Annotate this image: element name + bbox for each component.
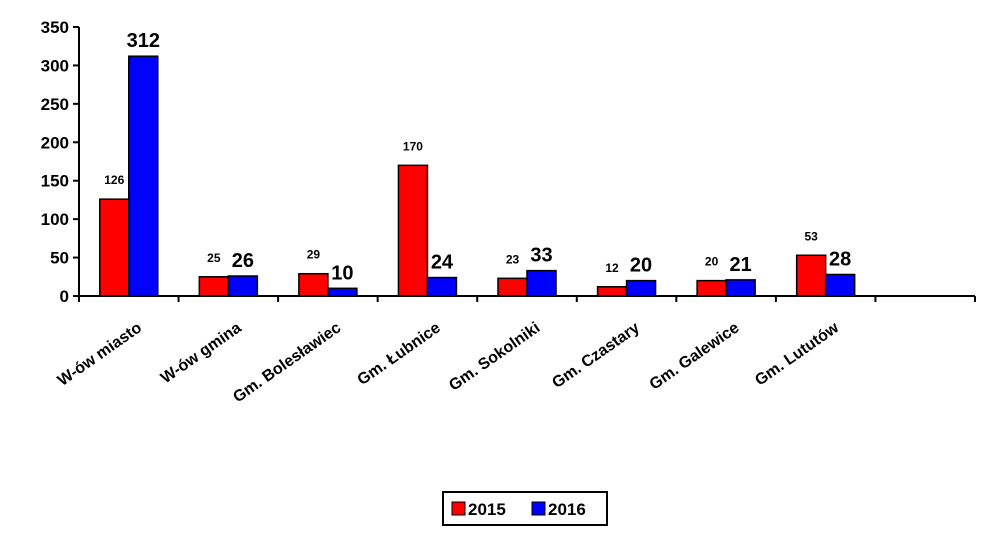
category-label-4: Gm. Sokolniki	[446, 319, 543, 394]
bar-2016-5	[625, 279, 657, 297]
data-label-2016-0: 312	[127, 30, 160, 52]
y-tick-label: 300	[41, 56, 69, 75]
bar-2016-0	[128, 55, 159, 297]
y-tick-label: 250	[41, 95, 69, 114]
category-label-5: Gm. Czastary	[549, 319, 643, 392]
bar-2015-2	[298, 272, 329, 297]
bar-2015-4	[497, 277, 528, 297]
data-label-2016-7: 28	[829, 248, 851, 270]
y-tick-label: 200	[41, 133, 69, 152]
bar-2015-0	[99, 198, 130, 297]
bar-2016-4	[526, 269, 557, 297]
category-label-2: Gm. Bolesławiec	[230, 319, 344, 406]
category-label-6: Gm. Galewice	[647, 319, 743, 393]
bar-2016-2	[327, 287, 358, 297]
y-tick-label: 50	[50, 249, 69, 268]
data-label-2016-3: 24	[431, 252, 454, 274]
data-label-2015-1: 25	[207, 251, 221, 265]
category-label-0: W-ów miasto	[55, 319, 145, 389]
legend-label-2016: 2016	[548, 500, 586, 519]
data-label-2016-5: 20	[630, 255, 652, 277]
bar-2015-5	[596, 286, 628, 297]
y-tick-label: 100	[41, 210, 69, 229]
bars	[99, 55, 856, 297]
data-label-2015-7: 53	[804, 229, 818, 243]
data-label-2016-4: 33	[530, 245, 552, 267]
data-label-2015-5: 12	[605, 261, 619, 275]
legend-box	[442, 491, 608, 526]
legend-swatch-2016	[531, 501, 546, 516]
y-tick-label: 350	[41, 18, 69, 37]
bar-2015-1	[198, 276, 230, 297]
data-labels: 126 312 25 26 29 10 170 24 23 33 12 20 20 21 53 28	[104, 30, 851, 284]
data-label-2016-1: 26	[232, 250, 254, 272]
data-label-2015-3: 170	[403, 139, 423, 153]
y-axis: 0 50 100 150 200 250 300 350	[41, 18, 80, 306]
bar-2015-6	[696, 279, 727, 297]
y-tick-label: 150	[41, 172, 69, 191]
category-label-3: Gm. Łubnice	[355, 319, 444, 389]
category-label-7: Gm. Lututów	[752, 319, 842, 389]
data-label-2015-4: 23	[506, 252, 520, 266]
bar-2016-7	[824, 273, 856, 297]
bar-2015-3	[397, 164, 429, 297]
bar-2016-1	[227, 275, 259, 297]
category-label-1: W-ów gmina	[158, 319, 245, 387]
data-label-2015-6: 20	[705, 255, 719, 269]
data-label-2016-2: 10	[331, 262, 353, 284]
data-label-2016-6: 21	[729, 254, 751, 276]
bar-2015-7	[795, 254, 827, 297]
data-label-2015-2: 29	[307, 248, 321, 262]
bar-2016-6	[725, 279, 756, 297]
legend-label-2015: 2015	[468, 500, 506, 519]
legend: 2015 2016	[442, 491, 608, 526]
y-tick-label: 0	[60, 287, 69, 306]
legend-swatch-2015	[451, 501, 466, 516]
bar-2016-3	[426, 276, 458, 297]
data-label-2015-0: 126	[104, 173, 124, 187]
